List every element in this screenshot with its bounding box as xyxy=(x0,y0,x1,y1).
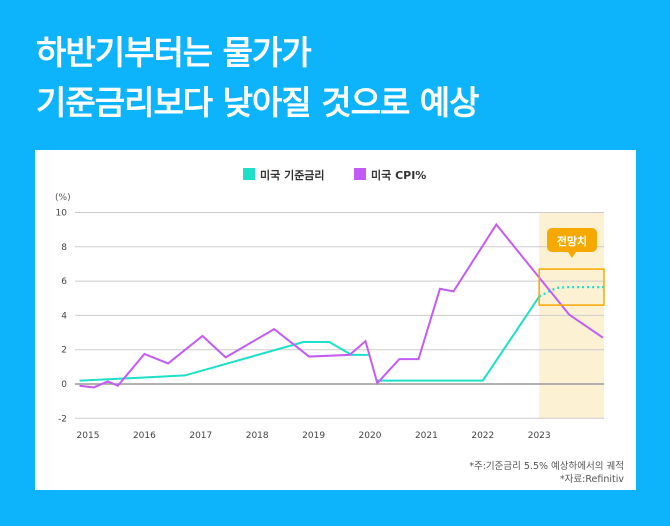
y-tick-label: 8 xyxy=(61,243,67,253)
forecast-callout: 전망치 xyxy=(547,228,597,258)
footnote: *주:기준금리 5.5% 예상하에서의 궤적 xyxy=(469,461,624,472)
y-axis-unit: (%) xyxy=(55,193,71,203)
legend: 미국 기준금리 미국 CPI% xyxy=(243,168,426,182)
chart-card: 미국 기준금리 미국 CPI% (%) 10 8 6 4 2 0 -2 2015 2016 201… xyxy=(35,150,636,490)
y-tick-label: 10 xyxy=(56,209,68,219)
fed-rate-line xyxy=(375,295,541,382)
cpi-line xyxy=(79,222,604,389)
x-tick-label: 2023 xyxy=(528,431,551,441)
x-tick-label: 2017 xyxy=(189,431,212,441)
forecast-callout-pointer xyxy=(568,252,576,258)
headline: 하반기부터는 물가가 기준금리보다 낮아질 것으로 예상 xyxy=(36,28,480,128)
y-tick-label: 0 xyxy=(61,380,67,390)
x-tick-label: 2018 xyxy=(246,431,269,441)
y-tick-label: 4 xyxy=(61,311,67,321)
x-tick-label: 2016 xyxy=(133,431,156,441)
y-tick-label: 6 xyxy=(61,277,67,287)
forecast-highlight-box xyxy=(538,268,605,306)
y-tick-label: 2 xyxy=(61,346,67,356)
line-chart: 미국 기준금리 미국 CPI% (%) 10 8 6 4 2 0 -2 2015 2016 201… xyxy=(55,168,605,441)
legend-swatch-cpi xyxy=(354,168,366,180)
forecast-callout-bubble xyxy=(547,228,597,252)
source-note: *자료:Refinitiv xyxy=(559,474,624,485)
forecast-label: 전망치 xyxy=(557,234,587,248)
legend-swatch-fed-rate xyxy=(243,168,255,180)
x-tick-label: 2015 xyxy=(77,431,100,441)
fed-rate-line xyxy=(79,340,370,382)
x-tick-label: 2020 xyxy=(359,431,382,441)
legend-label-cpi: 미국 CPI% xyxy=(371,168,426,182)
x-tick-label: 2021 xyxy=(415,431,438,441)
headline-line-2: 기준금리보다 낮아질 것으로 예상 xyxy=(36,83,480,122)
x-tick-label: 2019 xyxy=(302,431,325,441)
x-tick-label: 2022 xyxy=(471,431,494,441)
legend-label-fed-rate: 미국 기준금리 xyxy=(260,168,325,182)
y-tick-label: -2 xyxy=(58,414,67,424)
headline-line-1: 하반기부터는 물가가 xyxy=(36,33,312,72)
